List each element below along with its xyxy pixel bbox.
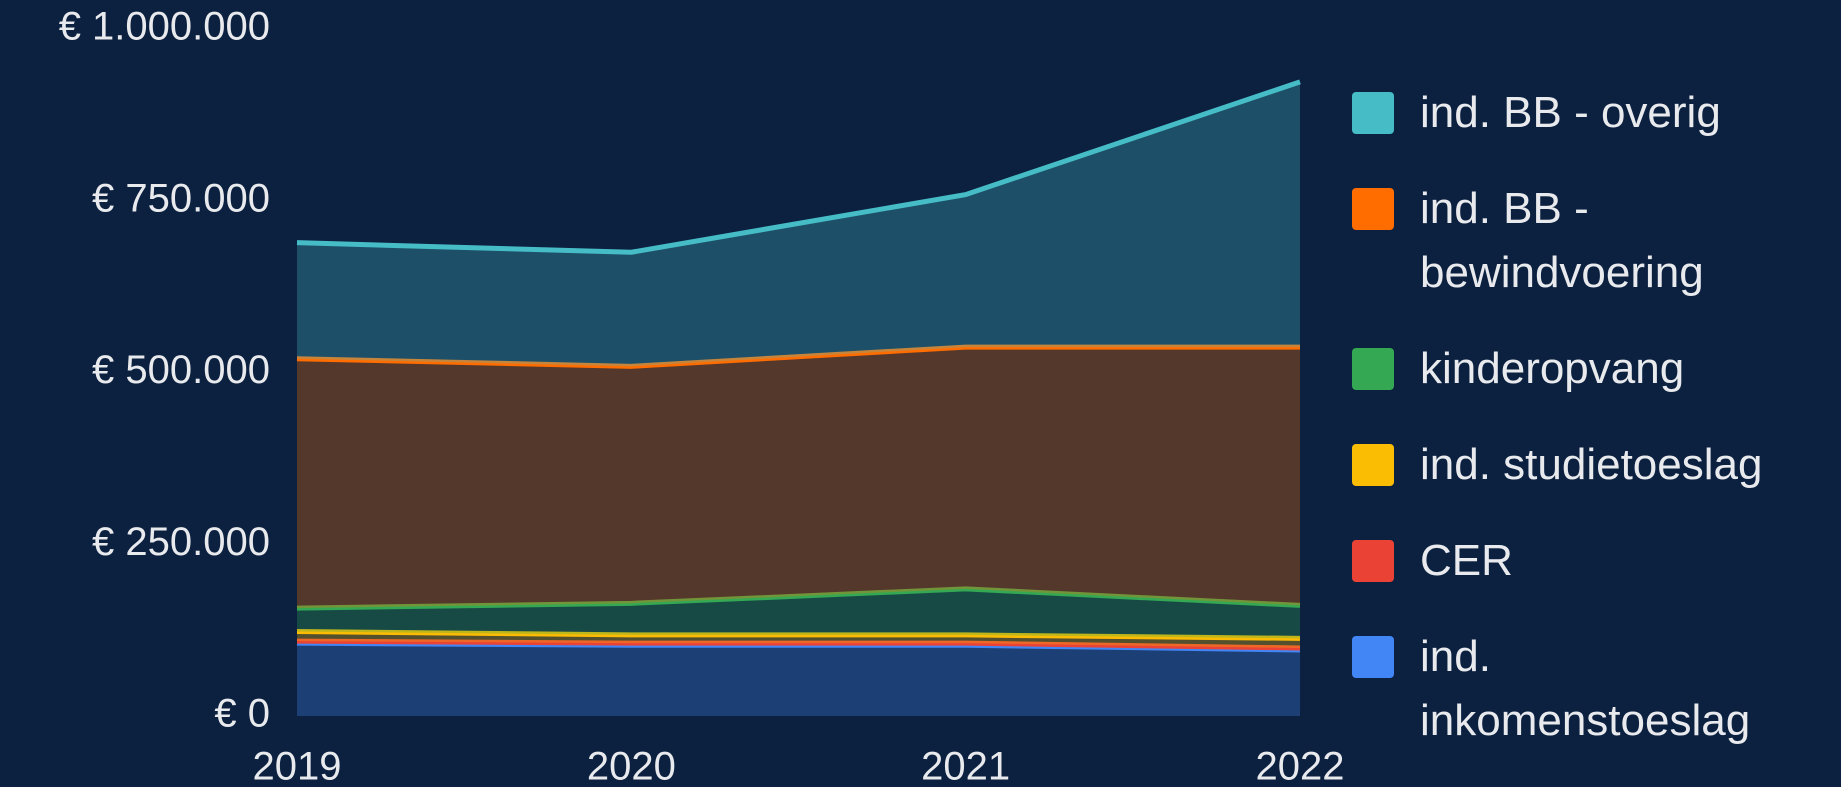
legend-item: kinderopvang bbox=[1352, 337, 1832, 401]
area bbox=[297, 347, 1300, 609]
legend-swatch bbox=[1352, 188, 1394, 230]
legend-item: ind. studietoeslag bbox=[1352, 433, 1832, 497]
area bbox=[297, 643, 1300, 716]
x-tick-label: 2020 bbox=[587, 745, 676, 787]
y-tick-label: € 0 bbox=[214, 692, 270, 736]
legend-label: kinderopvang bbox=[1420, 344, 1685, 393]
legend-swatch bbox=[1352, 348, 1394, 390]
area-line bbox=[296, 638, 1301, 651]
y-tick-label: € 250.000 bbox=[92, 520, 270, 564]
legend-item: ind. inkomenstoeslag bbox=[1352, 625, 1832, 753]
legend-item: ind. BB - overig bbox=[1352, 81, 1832, 145]
y-tick-label: € 500.000 bbox=[92, 348, 270, 392]
legend-item: ind. BB - bewindvoering bbox=[1352, 177, 1832, 305]
legend-label: CER bbox=[1420, 536, 1513, 585]
x-tick-label: 2022 bbox=[1256, 745, 1345, 787]
legend-swatch bbox=[1352, 92, 1394, 134]
y-tick-label: € 750.000 bbox=[92, 176, 270, 220]
legend-item: CER bbox=[1352, 529, 1832, 593]
y-tick-label: € 1.000.000 bbox=[59, 5, 270, 49]
area-line bbox=[296, 628, 1301, 641]
legend-swatch bbox=[1352, 540, 1394, 582]
legend-label: ind. inkomenstoeslag bbox=[1420, 632, 1751, 745]
area-line bbox=[296, 79, 1301, 255]
x-tick-label: 2019 bbox=[253, 745, 342, 787]
legend-label: ind. BB - bewindvoering bbox=[1420, 184, 1704, 297]
legend-label: ind. BB - overig bbox=[1420, 88, 1721, 137]
legend: ind. BB - overig ind. BB - bewindvoering k… bbox=[1352, 81, 1832, 753]
legend-label: ind. studietoeslag bbox=[1420, 440, 1763, 489]
legend-swatch bbox=[1352, 444, 1394, 486]
area-line bbox=[296, 344, 1300, 369]
area bbox=[297, 588, 1300, 639]
x-tick-label: 2021 bbox=[921, 745, 1010, 787]
area-line bbox=[296, 586, 1301, 611]
legend-swatch bbox=[1352, 636, 1394, 678]
